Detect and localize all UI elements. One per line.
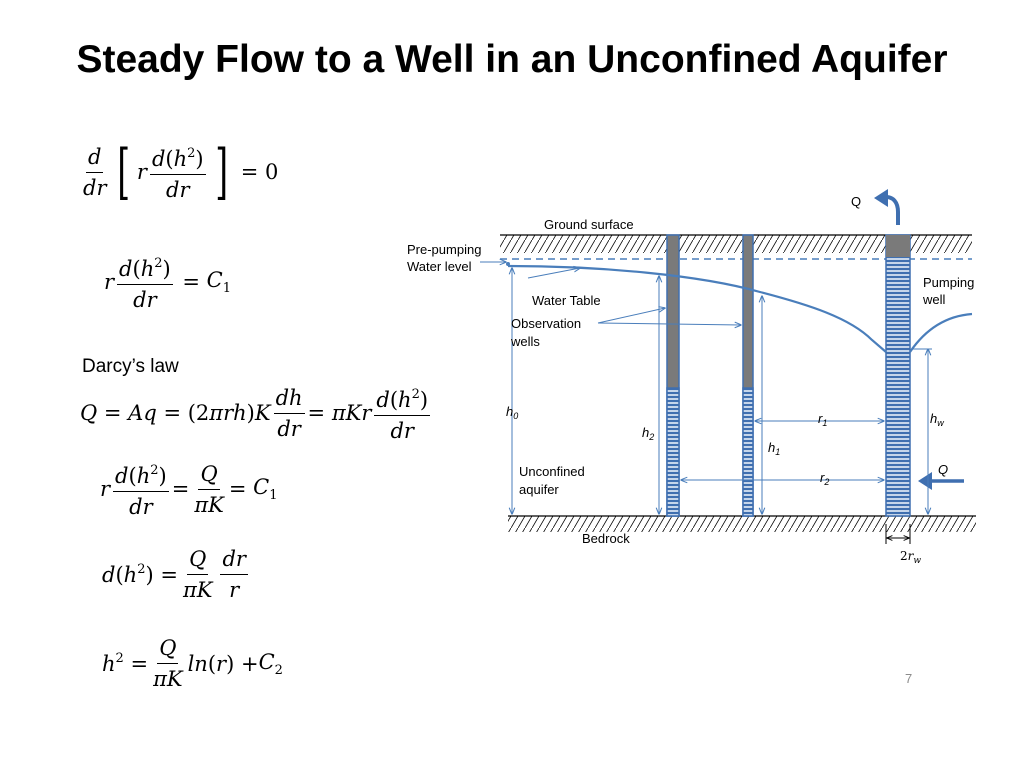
label-unconfined-1: Unconfined xyxy=(519,464,585,479)
label-pre-pumping-2: Water level xyxy=(407,259,472,274)
observation-well-2 xyxy=(666,234,680,517)
equation-2: r d(h2) dr = C1 xyxy=(104,250,231,314)
label-pre-pumping-1: Pre-pumping xyxy=(407,242,481,257)
label-pumping-well-1: Pumping xyxy=(923,275,974,290)
water-table-curve xyxy=(507,264,887,353)
equation-1: d dr [ r d(h2) dr ] = 0 xyxy=(83,137,279,207)
label-q-side: Q xyxy=(938,462,948,477)
bedrock-layer xyxy=(508,515,976,532)
label-unconfined-2: aquifer xyxy=(519,482,559,497)
label-q-top: Q xyxy=(851,194,861,209)
label-observation-2: wells xyxy=(510,334,540,349)
label-h0: h0 xyxy=(506,404,518,421)
label-r2: r2 xyxy=(820,470,829,487)
slide-title: Steady Flow to a Well in an Unconfined A… xyxy=(76,38,948,81)
page-number: 7 xyxy=(905,671,913,686)
label-bedrock: Bedrock xyxy=(582,531,630,546)
label-hw: hw xyxy=(930,411,944,428)
label-observation-1: Observation xyxy=(511,316,581,331)
pumping-well xyxy=(885,234,911,517)
darcy-law-label: Darcy’s law xyxy=(82,356,179,377)
label-2rw: 2rw xyxy=(900,549,921,566)
label-ground-surface: Ground surface xyxy=(544,217,634,232)
label-r1: r1 xyxy=(818,411,827,428)
observation-well-1 xyxy=(742,234,754,517)
label-pumping-well-2: well xyxy=(922,292,946,307)
label-water-table: Water Table xyxy=(532,293,601,308)
label-h2: h2 xyxy=(642,425,654,442)
water-table-curve-right xyxy=(909,312,973,353)
outflow-arrow xyxy=(885,195,900,225)
label-h1: h1 xyxy=(768,440,780,457)
equation-darcy: Q = Aq = (2 πrh) K dh dr = πKr d(h2) dr xyxy=(80,381,433,445)
